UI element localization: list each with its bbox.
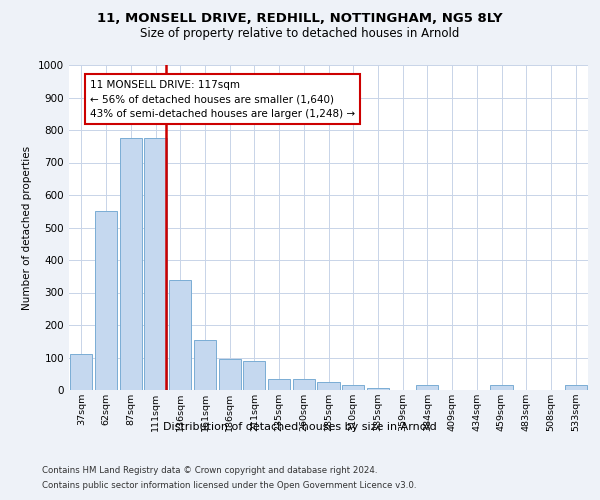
Bar — [367, 388, 389, 390]
Text: Contains HM Land Registry data © Crown copyright and database right 2024.: Contains HM Land Registry data © Crown c… — [42, 466, 377, 475]
Text: Size of property relative to detached houses in Arnold: Size of property relative to detached ho… — [140, 28, 460, 40]
Bar — [218, 359, 241, 390]
Bar — [169, 280, 191, 390]
Y-axis label: Number of detached properties: Number of detached properties — [22, 146, 32, 310]
Bar — [342, 385, 364, 390]
Bar — [293, 378, 315, 390]
Bar — [490, 385, 512, 390]
Bar — [145, 138, 167, 390]
Bar — [243, 361, 265, 390]
Text: 11, MONSELL DRIVE, REDHILL, NOTTINGHAM, NG5 8LY: 11, MONSELL DRIVE, REDHILL, NOTTINGHAM, … — [97, 12, 503, 26]
Text: Contains public sector information licensed under the Open Government Licence v3: Contains public sector information licen… — [42, 481, 416, 490]
Bar — [565, 385, 587, 390]
Bar — [95, 211, 117, 390]
Bar — [416, 385, 439, 390]
Bar — [70, 354, 92, 390]
Text: Distribution of detached houses by size in Arnold: Distribution of detached houses by size … — [163, 422, 437, 432]
Bar — [119, 138, 142, 390]
Bar — [317, 382, 340, 390]
Text: 11 MONSELL DRIVE: 117sqm
← 56% of detached houses are smaller (1,640)
43% of sem: 11 MONSELL DRIVE: 117sqm ← 56% of detach… — [90, 80, 355, 119]
Bar — [268, 378, 290, 390]
Bar — [194, 340, 216, 390]
